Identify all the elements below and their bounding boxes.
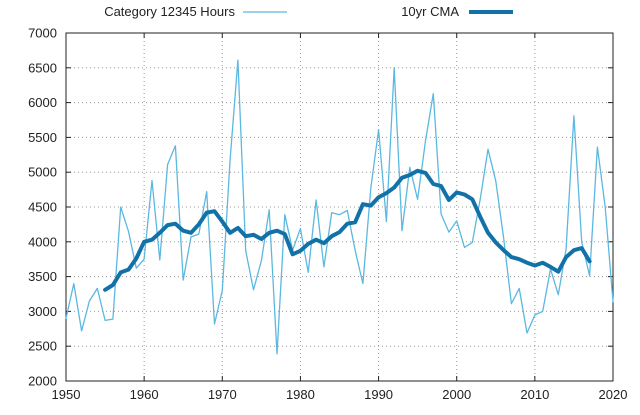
y-tick-label: 5000 [28,165,57,180]
x-tick-label: 1990 [364,387,393,402]
y-tick-label: 7000 [28,26,57,41]
legend-label-cma: 10yr CMA [401,4,459,19]
y-tick-label: 5500 [28,130,57,145]
series-lines [65,59,614,355]
legend: Category 12345 Hours 10yr CMA [104,4,513,19]
y-tick-label: 4500 [28,200,57,215]
x-tick-label: 2010 [520,387,549,402]
x-tick-label: 1970 [208,387,237,402]
y-tick-label: 6000 [28,95,57,110]
y-tick-label: 4000 [28,234,57,249]
x-tick-label: 1980 [286,387,315,402]
grid [66,33,613,381]
y-tick-label: 2000 [28,374,57,389]
x-tick-label: 1960 [130,387,159,402]
x-tick-label: 2000 [442,387,471,402]
y-tick-label: 3000 [28,304,57,319]
y-tick-label: 2500 [28,339,57,354]
series-line-1 [103,168,592,292]
axis-ticks: 2000 2500 3000 3500 4000 4500 5000 5500 6000 6500… [28,26,627,403]
y-tick-label: 6500 [28,60,57,75]
legend-label-hours: Category 12345 Hours [104,4,235,19]
y-tick-label: 3500 [28,269,57,284]
x-tick-label: 1950 [52,387,81,402]
x-tick-label: 2020 [599,387,628,402]
